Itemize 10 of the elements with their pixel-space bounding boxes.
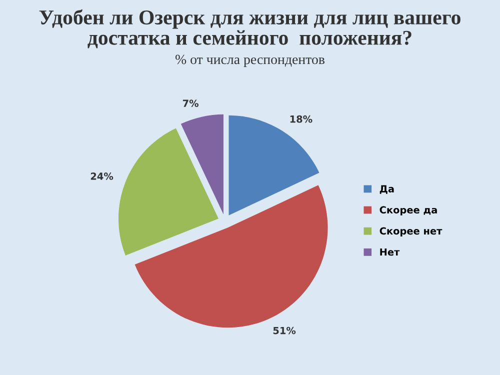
legend-label: Скорее нет (380, 227, 442, 236)
data-label: 51% (273, 326, 296, 334)
legend-label: Да (380, 185, 394, 194)
legend-label: Нет (380, 248, 400, 256)
chart-title: Удобен ли Озерск для жизни для лиц вашего достатка и семейного положения? (39, 9, 460, 48)
legend-label: Скорее да (380, 206, 437, 216)
chart-subtitle: % от числа респондентов (175, 54, 325, 67)
data-label: 24% (90, 172, 114, 180)
data-label: 18% (290, 115, 312, 123)
data-label: 7% (182, 100, 199, 107)
